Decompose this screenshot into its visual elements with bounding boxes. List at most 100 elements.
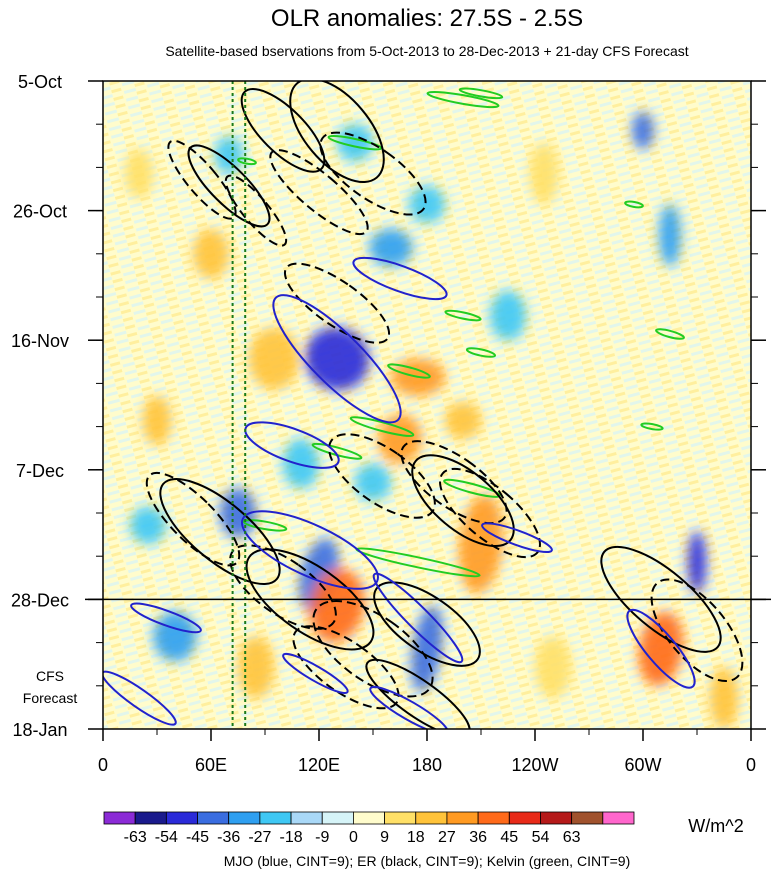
colorbar-label: -18 <box>279 829 302 846</box>
anomaly-blob <box>153 611 197 662</box>
anomaly-blob <box>411 606 443 692</box>
mjo-contour <box>244 421 340 469</box>
colorbar-swatch <box>134 811 167 825</box>
chart-subtitle: Satellite-based bservations from 5-Oct-2… <box>165 43 688 59</box>
colorbar-label: 54 <box>532 829 550 846</box>
anomaly-blob <box>283 438 319 489</box>
anomaly-blob <box>238 636 274 699</box>
kelvin-contour <box>655 328 685 340</box>
y-tick-label: 16-Nov <box>11 331 69 351</box>
anomaly-blob <box>378 414 422 464</box>
er-contour <box>319 131 427 216</box>
colorbar-swatch <box>477 811 510 825</box>
anomaly-blob <box>535 636 571 699</box>
er-contour <box>365 658 471 729</box>
kelvin-contour <box>458 87 504 100</box>
colorbar-swatch <box>540 811 573 825</box>
colorbar: -63 -54 -45 -36 -27 -18 -9 0 9 18 27 36 45 54 63 <box>103 811 635 846</box>
anomaly-blob <box>124 148 154 199</box>
er-contour <box>439 467 541 559</box>
colorbar-label: 36 <box>469 829 487 846</box>
er-contour <box>292 625 400 710</box>
mjo-contour <box>369 685 449 729</box>
colorbar-label: -54 <box>155 829 178 846</box>
anomaly-blob <box>142 395 172 446</box>
forecast-label-cfs: CFS <box>36 668 64 684</box>
colorbar-swatch <box>290 811 323 825</box>
colorbar-swatch <box>602 811 635 825</box>
anomaly-blob <box>369 229 413 267</box>
colorbar-label: -63 <box>124 829 147 846</box>
colorbar-unit: W/m^2 <box>688 816 743 836</box>
colorbar-swatch <box>321 811 354 825</box>
y-tick-label: 26-Oct <box>13 202 67 222</box>
anomaly-blob <box>444 401 482 439</box>
er-contour <box>600 545 722 653</box>
anomaly-blob <box>709 667 739 729</box>
mjo-contour <box>241 510 379 590</box>
anomaly-blob <box>248 327 300 390</box>
anomaly-blob <box>304 327 370 390</box>
colorbar-label: 18 <box>407 829 425 846</box>
mjo-contour <box>282 652 349 694</box>
x-tick-label: 120E <box>298 755 340 775</box>
colorbar-swatch <box>228 811 261 825</box>
mjo-contour <box>626 608 696 689</box>
er-contour <box>269 149 369 236</box>
wave-contours <box>103 81 744 729</box>
colorbar-swatch <box>103 811 136 825</box>
kelvin-contour <box>640 422 664 431</box>
er-contour <box>283 262 391 344</box>
kelvin-contour <box>237 157 257 166</box>
er-contour <box>224 174 288 247</box>
colorbar-swatch <box>446 811 479 825</box>
anomaly-blob <box>355 463 391 501</box>
x-tick-label: 120W <box>511 755 558 775</box>
colorbar-swatch <box>384 811 417 825</box>
colorbar-swatch <box>353 811 385 825</box>
mjo-contour <box>352 256 448 301</box>
colorbar-swatch <box>508 811 541 825</box>
er-contour <box>373 581 481 667</box>
anomaly-blob <box>490 290 526 341</box>
mjo-contour <box>130 602 202 634</box>
kelvin-contour <box>426 90 500 109</box>
er-contour <box>245 548 375 651</box>
er-contour <box>289 81 385 184</box>
er-contour <box>159 478 281 585</box>
colorbar-label: 9 <box>380 829 389 846</box>
er-contour <box>650 578 744 683</box>
anomaly-blob <box>130 506 166 544</box>
mjo-contour <box>372 572 464 664</box>
x-axis: 0 60E 120E 180 120W 60W 0 <box>98 729 756 775</box>
colorbar-swatch <box>571 811 604 825</box>
y-tick-label: 5-Oct <box>18 72 62 92</box>
kelvin-contour <box>349 416 415 437</box>
er-contour <box>167 139 237 220</box>
plot-area <box>103 81 751 729</box>
colorbar-label: 63 <box>563 829 581 846</box>
er-contour <box>240 88 326 173</box>
anomaly-blob <box>688 531 706 594</box>
colorbar-label: -45 <box>186 829 209 846</box>
anomaly-blob <box>409 185 445 223</box>
colorbar-label: -9 <box>315 829 329 846</box>
y-tick-label: 28-Dec <box>11 590 69 610</box>
kelvin-contour <box>242 519 288 532</box>
er-contour <box>411 454 515 548</box>
anomaly-blob <box>638 612 684 686</box>
x-tick-label: 60W <box>624 755 661 775</box>
anomaly-blob <box>659 204 681 267</box>
footnote: MJO (blue, CINT=9); ER (black, CINT=9); … <box>224 853 631 869</box>
kelvin-contour <box>387 363 431 379</box>
mjo-contour <box>481 522 553 554</box>
kelvin-contour <box>465 347 497 358</box>
kelvin-contour <box>624 200 644 209</box>
anomaly-blob <box>632 111 654 149</box>
colorbar-label: 45 <box>500 829 518 846</box>
x-tick-label: 0 <box>746 755 756 775</box>
x-tick-label: 60E <box>195 755 227 775</box>
colorbar-swatch <box>165 811 198 825</box>
er-contour <box>312 600 434 698</box>
